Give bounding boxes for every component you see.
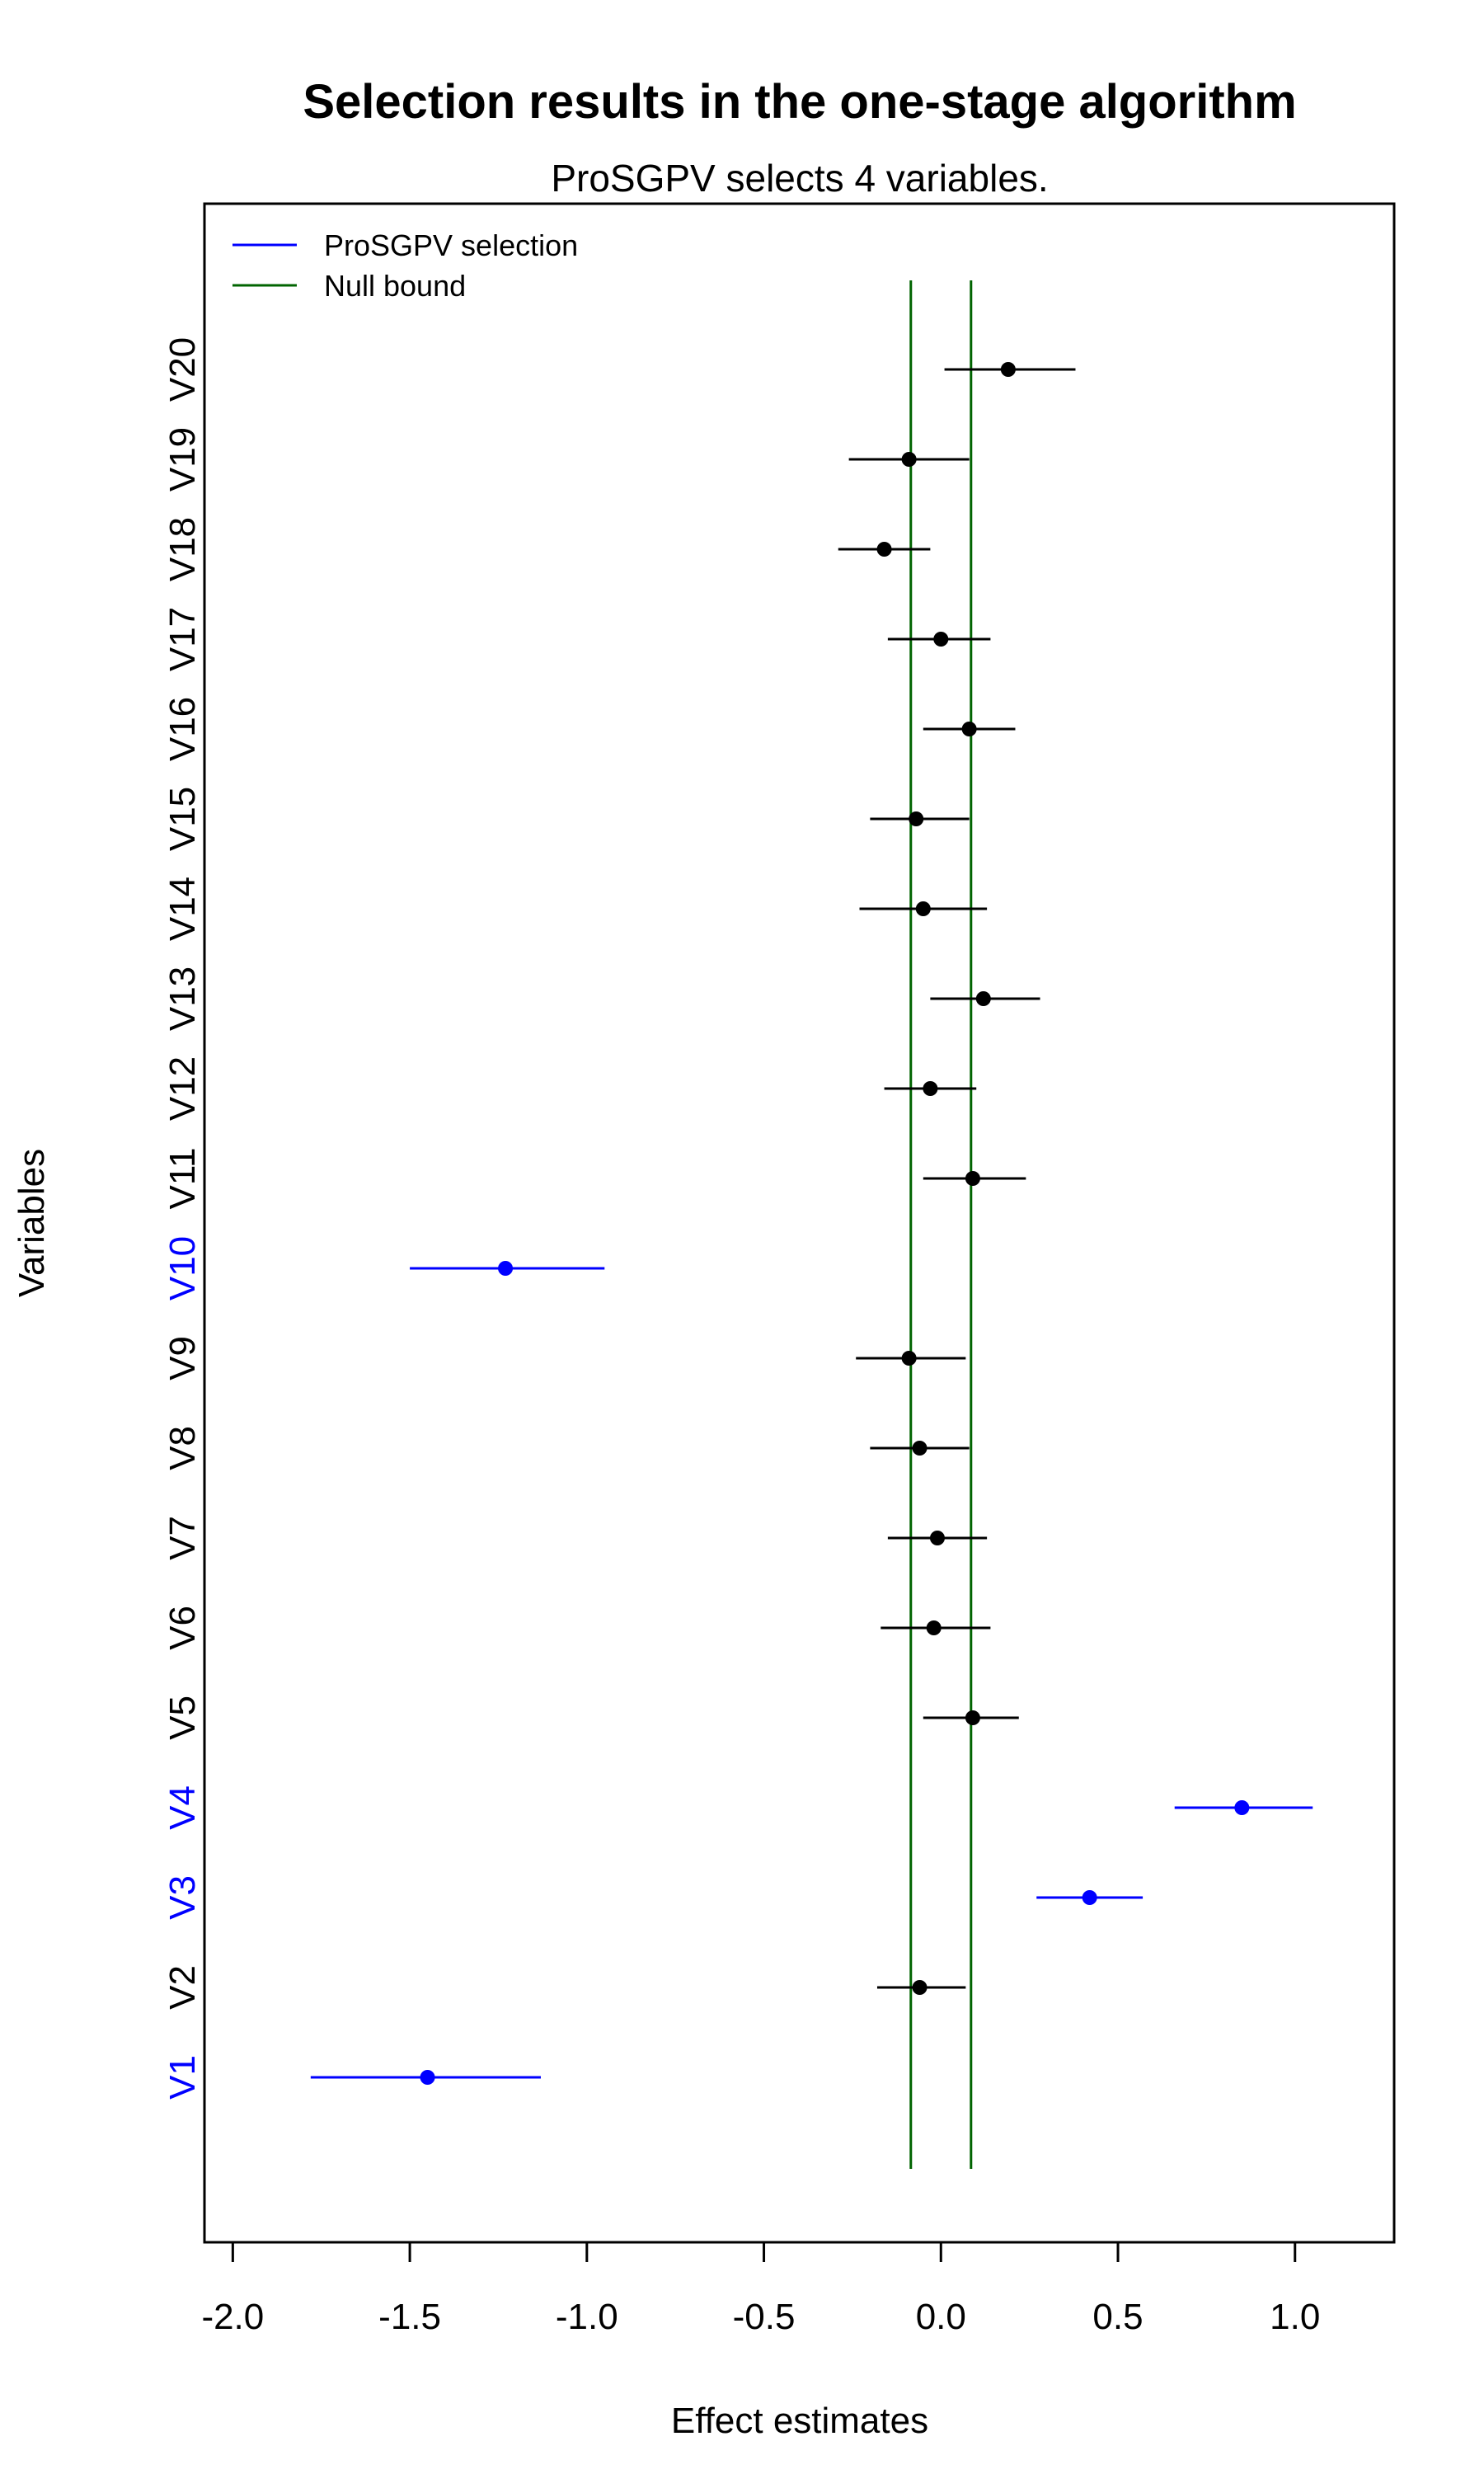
point-v9: [901, 1351, 917, 1366]
y-label-v10: V10: [162, 1236, 203, 1300]
plot-frame: [203, 202, 1396, 2244]
y-tick-labels: V1 V2 V3 V4 V5 V6 V7 V8 V9 V10 V11 V12 V13 V14 V15 V16 V…: [162, 337, 203, 2100]
y-label-v18: V18: [162, 517, 203, 581]
point-v15: [909, 811, 924, 826]
y-label-v14: V14: [162, 877, 203, 941]
y-label-v19: V19: [162, 427, 203, 492]
x-axis: -2.0 -1.5 -1.0 -0.5 0.0 0.5 1.0: [201, 2241, 1320, 2337]
point-v6: [926, 1620, 942, 1635]
x-tick-label-1: -1.5: [378, 2297, 441, 2337]
point-v12: [923, 1081, 938, 1096]
y-label-v15: V15: [162, 787, 203, 851]
confidence-intervals: [310, 368, 1313, 2079]
y-label-v12: V12: [162, 1056, 203, 1121]
legend: ProSGPV selection Null bound: [232, 228, 578, 303]
legend-label-selection: ProSGPV selection: [324, 228, 578, 262]
y-label-v13: V13: [162, 967, 203, 1031]
estimate-points: [420, 362, 1250, 2085]
y-label-v1: V1: [162, 2055, 203, 2100]
point-v16: [961, 722, 977, 736]
point-v11: [965, 1171, 980, 1186]
y-label-v2: V2: [162, 1965, 203, 2010]
x-tick-label-0: -2.0: [201, 2297, 264, 2337]
point-v7: [929, 1531, 945, 1545]
y-label-v17: V17: [162, 607, 203, 671]
y-label-v20: V20: [162, 337, 203, 402]
point-v17: [933, 632, 949, 647]
x-tick-label-6: 1.0: [1270, 2297, 1320, 2337]
point-v19: [901, 452, 917, 467]
y-label-v7: V7: [162, 1516, 203, 1560]
chart-subtitle: ProSGPV selects 4 variables.: [551, 157, 1048, 200]
y-label-v6: V6: [162, 1606, 203, 1650]
null-bound-lines: [909, 280, 973, 2169]
y-label-v9: V9: [162, 1336, 203, 1380]
point-v8: [912, 1441, 928, 1456]
point-v18: [876, 542, 892, 557]
legend-label-null-bound: Null bound: [324, 269, 466, 303]
x-tick-label-5: 0.5: [1092, 2297, 1143, 2337]
x-tick-label-3: -0.5: [733, 2297, 796, 2337]
y-label-v8: V8: [162, 1426, 203, 1470]
point-v10: [498, 1261, 514, 1276]
chart-title: Selection results in the one-stage algor…: [303, 75, 1296, 129]
point-v5: [965, 1710, 980, 1725]
y-label-v5: V5: [162, 1696, 203, 1740]
point-v4: [1234, 1800, 1250, 1815]
x-tick-label-4: 0.0: [916, 2297, 966, 2337]
y-label-v16: V16: [162, 697, 203, 761]
point-v20: [1000, 362, 1016, 377]
x-tick-label-2: -1.0: [556, 2297, 618, 2337]
point-v3: [1082, 1890, 1097, 1905]
point-v14: [915, 901, 931, 916]
point-v2: [912, 1980, 928, 1995]
x-axis-title: Effect estimates: [671, 2401, 928, 2441]
y-label-v11: V11: [162, 1147, 203, 1209]
y-label-v3: V3: [162, 1875, 203, 1920]
y-axis-title: Variables: [12, 1149, 52, 1297]
point-v13: [975, 991, 991, 1006]
point-v1: [420, 2070, 435, 2085]
y-label-v4: V4: [162, 1785, 203, 1830]
